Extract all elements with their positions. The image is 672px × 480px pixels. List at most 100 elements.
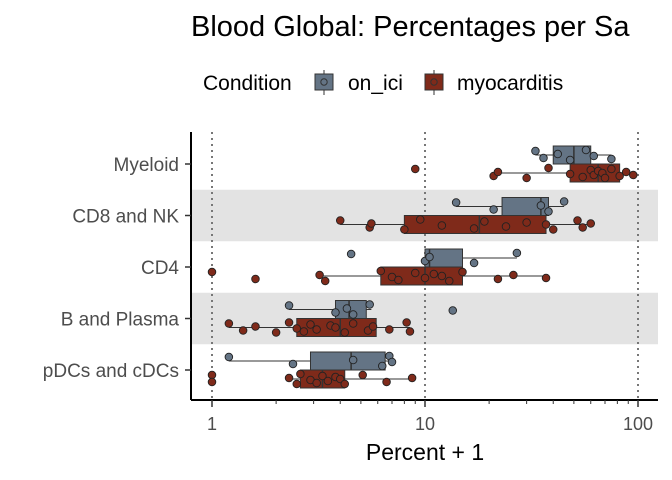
x-axis-title: Percent + 1 (366, 439, 484, 465)
point-myocarditis-b-and-plasma (348, 319, 358, 328)
point-myocarditis-myeloid (578, 172, 587, 182)
box-on_ici-cd8-and-nk (456, 197, 565, 216)
point-myocarditis-myeloid (493, 167, 503, 177)
point-myocarditis-cd4 (458, 267, 467, 277)
point-myocarditis-myeloid (629, 170, 638, 180)
x-tick-label: 10 (415, 414, 435, 434)
point-myocarditis-cd8-and-nk (578, 223, 587, 232)
point-myocarditis-cd8-and-nk (501, 222, 511, 231)
point-myocarditis-pdcs-and-cdcs (358, 370, 367, 380)
point-myocarditis-cd8-and-nk (548, 225, 558, 234)
point-myocarditis-cd8-and-nk (573, 216, 582, 225)
point-myocarditis-cd4 (541, 273, 551, 283)
legend-label-myocarditis: myocarditis (457, 72, 563, 95)
point-on_ici-cd4 (512, 248, 522, 258)
point-myocarditis-b-and-plasma (405, 327, 415, 336)
point-myocarditis-cd8-and-nk (335, 216, 345, 225)
point-myocarditis-b-and-plasma (292, 324, 302, 333)
point-myocarditis-myeloid (621, 167, 631, 177)
point-myocarditis-b-and-plasma (224, 319, 234, 328)
point-on_ici-cd8-and-nk (544, 207, 553, 216)
point-myocarditis-cd4 (320, 276, 330, 286)
point-myocarditis-myeloid (522, 173, 531, 183)
category-label-myeloid: Myeloid (114, 155, 179, 176)
legend-swatch-myocarditis (424, 73, 444, 91)
point-myocarditis-myeloid (544, 163, 553, 173)
point-on_ici-cd4 (346, 249, 356, 259)
legend-title: Condition (203, 72, 292, 95)
point-myocarditis-b-and-plasma (271, 328, 281, 337)
point-myocarditis-cd8-and-nk (400, 225, 409, 234)
point-on_ici-b-and-plasma (284, 301, 294, 310)
point-myocarditis-cd4 (315, 270, 324, 280)
point-on_ici-b-and-plasma (342, 304, 352, 313)
point-myocarditis-b-and-plasma (299, 327, 309, 336)
box-on_ici-pdcs-and-cdcs (228, 351, 393, 371)
point-on_ici-myeloid (553, 149, 563, 159)
point-on_ici-pdcs-and-cdcs (378, 361, 387, 371)
box-on_ici-cd4 (424, 248, 517, 268)
point-on_ici-cd8-and-nk (451, 198, 461, 207)
point-myocarditis-pdcs-and-cdcs (407, 373, 417, 383)
point-myocarditis-myeloid (615, 171, 624, 181)
x-tick-label: 1 (207, 414, 217, 434)
point-on_ici-pdcs-and-cdcs (288, 359, 298, 369)
point-myocarditis-b-and-plasma (402, 318, 411, 327)
category-label-b-and-plasma: B and Plasma (61, 310, 180, 331)
point-myocarditis-cd8-and-nk (586, 219, 595, 228)
points-layer (207, 145, 638, 389)
point-myocarditis-b-and-plasma (331, 323, 340, 332)
point-myocarditis-cd4 (437, 271, 447, 281)
point-myocarditis-cd4 (429, 269, 439, 279)
point-myocarditis-cd4 (493, 274, 503, 284)
boxes-layer (228, 145, 634, 389)
point-myocarditis-b-and-plasma (306, 320, 315, 329)
point-on_ici-myeloid (589, 151, 599, 161)
point-myocarditis-cd4 (411, 268, 420, 278)
point-myocarditis-myeloid (600, 173, 610, 183)
point-on_ici-b-and-plasma (448, 306, 458, 315)
point-on_ici-b-and-plasma (348, 310, 358, 319)
point-myocarditis-cd4 (394, 275, 403, 285)
point-on_ici-myeloid (539, 153, 548, 163)
point-myocarditis-pdcs-and-cdcs (207, 377, 217, 387)
chart-title: Blood Global: Percentages per Sa (191, 11, 630, 43)
point-myocarditis-cd4 (509, 270, 518, 280)
point-myocarditis-cd8-and-nk (480, 217, 489, 226)
point-myocarditis-myeloid (411, 164, 420, 174)
point-myocarditis-cd4 (207, 267, 217, 277)
point-myocarditis-pdcs-and-cdcs (284, 373, 294, 383)
point-myocarditis-b-and-plasma (238, 326, 248, 335)
category-label-cd8-and-nk: CD8 and NK (72, 207, 179, 228)
x-ticks: 1 10 100 (207, 400, 653, 434)
point-on_ici-b-and-plasma (365, 300, 374, 309)
point-myocarditis-pdcs-and-cdcs (312, 378, 321, 388)
point-myocarditis-cd4 (251, 274, 260, 284)
point-on_ici-pdcs-and-cdcs (224, 352, 234, 362)
point-myocarditis-myeloid (565, 169, 575, 179)
point-myocarditis-b-and-plasma (251, 322, 260, 331)
point-myocarditis-cd8-and-nk (469, 224, 479, 233)
point-myocarditis-b-and-plasma (385, 325, 394, 334)
point-myocarditis-pdcs-and-cdcs (318, 371, 327, 381)
legend-label-on_ici: on_ici (348, 72, 403, 95)
point-myocarditis-pdcs-and-cdcs (292, 379, 302, 389)
point-myocarditis-cd4 (445, 276, 454, 286)
point-myocarditis-pdcs-and-cdcs (296, 369, 305, 379)
legend: Condition on_ici myocarditis (203, 70, 563, 95)
category-labels: Myeloid CD8 and NK CD4 B and Plasma pDCs and… (43, 155, 191, 382)
point-myocarditis-cd8-and-nk (522, 218, 531, 227)
point-on_ici-cd8-and-nk (559, 197, 569, 206)
legend-key-myocarditis (424, 70, 444, 95)
point-on_ici-cd8-and-nk (536, 201, 546, 210)
point-myocarditis-pdcs-and-cdcs (323, 376, 333, 386)
point-myocarditis-cd8-and-nk (437, 221, 447, 230)
point-myocarditis-b-and-plasma (312, 325, 321, 334)
point-myocarditis-cd8-and-nk (367, 219, 376, 228)
point-on_ici-myeloid (531, 146, 540, 156)
point-myocarditis-cd4 (376, 266, 386, 276)
point-on_ici-cd8-and-nk (489, 205, 498, 214)
point-myocarditis-b-and-plasma (368, 322, 378, 331)
x-tick-label: 100 (623, 414, 653, 434)
